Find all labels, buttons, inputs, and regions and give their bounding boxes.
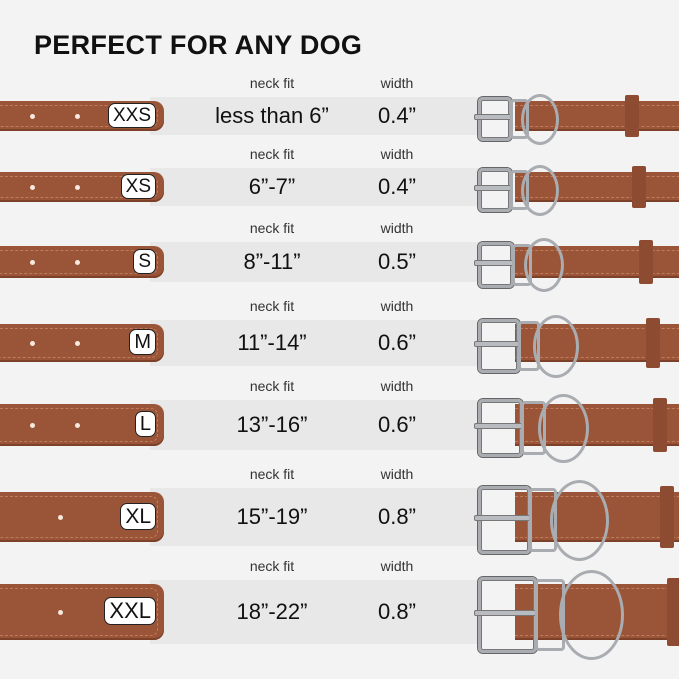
d-ring-icon	[532, 314, 579, 378]
d-ring-icon	[521, 93, 559, 145]
buckle-pin	[474, 515, 531, 521]
neck-fit-label: neck fit	[249, 298, 295, 314]
neck-fit-label: neck fit	[249, 75, 295, 91]
width-label: width	[380, 378, 414, 394]
row-band	[150, 400, 480, 450]
neck-fit-label: neck fit	[249, 220, 295, 236]
width-label: width	[380, 298, 414, 314]
strap-hole	[75, 184, 80, 190]
collar-strap-end: XXL	[0, 584, 164, 640]
strap-keeper	[660, 486, 674, 548]
width-value: 0.6”	[378, 330, 416, 355]
size-badge: XL	[120, 502, 156, 530]
width-label: width	[380, 146, 414, 162]
neck-fit-value: less than 6”	[215, 103, 329, 128]
size-badge: M	[129, 329, 156, 355]
buckle-pin	[474, 260, 514, 266]
size-badge: XS	[120, 173, 156, 199]
neck-fit-value: 8”-11”	[243, 249, 301, 274]
row-band	[150, 168, 480, 206]
strap-hole	[58, 514, 63, 520]
d-ring-icon	[521, 164, 559, 216]
buckle-pin	[474, 341, 520, 347]
width-label: width	[380, 75, 414, 91]
width-value: 0.4”	[378, 174, 416, 199]
neck-fit-label: neck fit	[249, 558, 295, 574]
row-band	[150, 97, 480, 135]
strap-hole	[58, 609, 63, 615]
d-ring-icon	[524, 238, 564, 292]
strap-hole	[30, 340, 35, 346]
size-badge: S	[133, 248, 156, 274]
strap-hole	[30, 113, 35, 119]
neck-fit-value: 18”-22”	[236, 599, 308, 624]
row-band	[150, 242, 480, 282]
neck-fit-value: 13”-16”	[236, 412, 308, 437]
width-label: width	[380, 558, 414, 574]
collar-strap-end: L	[0, 404, 164, 446]
buckle-pin	[474, 185, 513, 191]
d-ring-icon	[558, 570, 624, 660]
strap-hole	[30, 422, 35, 428]
row-band	[150, 320, 480, 366]
neck-fit-value: 15”-19”	[236, 504, 308, 529]
size-badge: XXL	[104, 597, 156, 625]
collar-strap-end: S	[0, 246, 164, 278]
strap-hole	[75, 259, 80, 265]
strap-hole	[75, 340, 80, 346]
d-ring-icon	[549, 479, 609, 561]
width-label: width	[380, 220, 414, 236]
width-value: 0.4”	[378, 103, 416, 128]
neck-fit-label: neck fit	[249, 378, 295, 394]
d-ring-icon	[538, 393, 589, 463]
collar-strap-end: XS	[0, 172, 164, 202]
row-band	[150, 488, 480, 546]
collar-strap-end: M	[0, 324, 164, 362]
size-badge: L	[134, 411, 156, 437]
strap-keeper	[639, 240, 653, 284]
row-band	[150, 580, 480, 644]
strap-keeper	[653, 398, 667, 452]
width-value: 0.8”	[378, 504, 416, 529]
neck-fit-label: neck fit	[249, 466, 295, 482]
size-badge: XXS	[107, 102, 156, 128]
strap-keeper	[667, 578, 679, 646]
strap-hole	[30, 184, 35, 190]
buckle-pin	[474, 114, 513, 120]
neck-fit-value: 6”-7”	[248, 174, 296, 199]
strap-keeper	[646, 318, 660, 368]
strap-hole	[75, 422, 80, 428]
collar-strap-end: XXS	[0, 101, 164, 131]
strap-keeper	[632, 166, 646, 208]
strap-keeper	[625, 95, 639, 137]
collar-strap-end: XL	[0, 492, 164, 542]
width-value: 0.8”	[378, 599, 416, 624]
neck-fit-value: 11”-14”	[237, 330, 307, 355]
neck-fit-label: neck fit	[249, 146, 295, 162]
page-title: PERFECT FOR ANY DOG	[34, 30, 363, 60]
width-value: 0.6”	[378, 412, 416, 437]
buckle-pin	[474, 423, 524, 429]
width-label: width	[380, 466, 414, 482]
buckle-pin	[474, 610, 537, 616]
strap-hole	[75, 113, 80, 119]
width-value: 0.5”	[378, 249, 416, 274]
strap-hole	[30, 259, 35, 265]
